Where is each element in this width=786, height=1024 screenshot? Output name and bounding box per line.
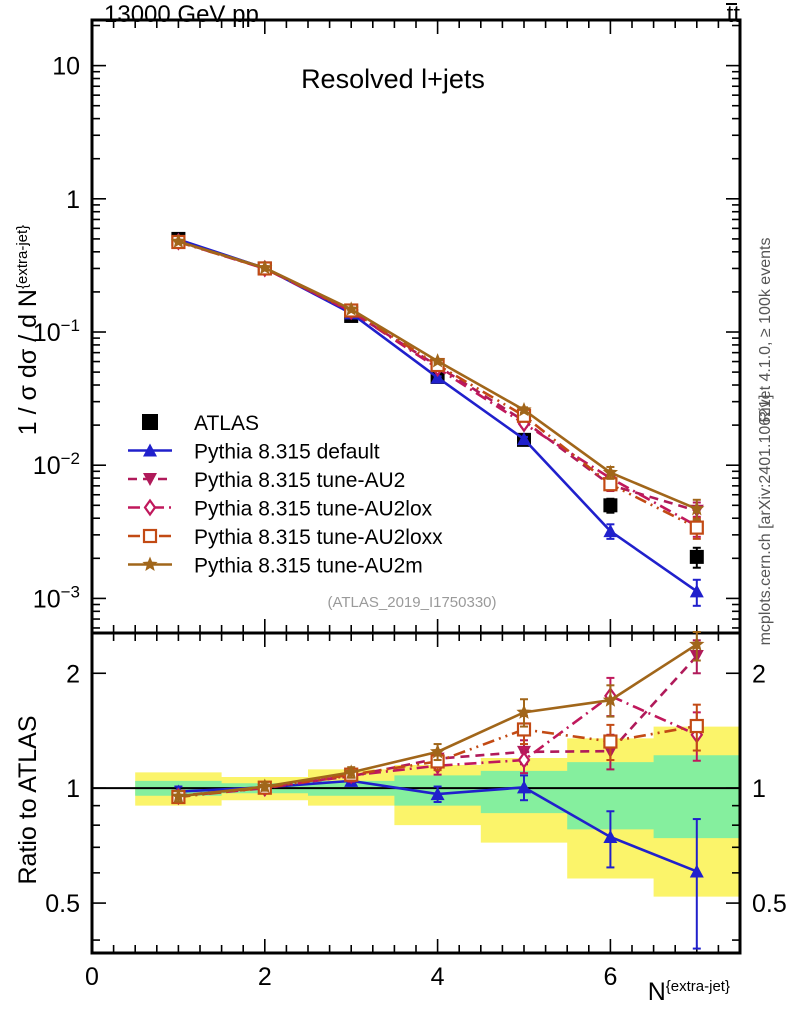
- ratio-ytick-label-right: 2: [752, 660, 766, 688]
- marker-square-open: [689, 520, 704, 535]
- main-ytick-label: 10: [52, 53, 80, 81]
- marker-triangle-up: [689, 584, 704, 598]
- process-label: tt: [726, 1, 740, 28]
- main-ytick-label: 10−3: [33, 582, 80, 613]
- marker-star: [429, 353, 446, 368]
- watermark-label: (ATLAS_2019_I1750330): [327, 594, 496, 611]
- main-ytick-label: 10−2: [33, 449, 80, 480]
- marker-star: [343, 764, 359, 779]
- legend-item-1[interactable]: Pythia 8.315 default: [128, 441, 380, 464]
- legend-item-0[interactable]: ATLAS: [142, 412, 259, 435]
- marker-triangle-up: [603, 829, 618, 843]
- svg-text:1 / σ dσ / d N{extra-jet}: 1 / σ dσ / d N{extra-jet}: [14, 225, 42, 435]
- marker-star: [257, 778, 273, 793]
- legend-label: Pythia 8.315 tune-AU2lox: [194, 498, 433, 521]
- legend-item-2[interactable]: Pythia 8.315 tune-AU2: [128, 469, 405, 492]
- marker-triangle-up: [603, 524, 618, 538]
- marker-triangle-down: [143, 473, 157, 486]
- legend-item-4[interactable]: Pythia 8.315 tune-AU2loxx: [128, 526, 443, 549]
- beam-energy-label: 13000 GeV pp: [104, 1, 259, 28]
- marker-star: [343, 301, 359, 316]
- panel-title: Resolved l+jets: [301, 64, 485, 94]
- marker-triangle-up: [143, 443, 157, 457]
- marker-star: [257, 259, 273, 275]
- marker-triangle-up: [517, 432, 531, 446]
- main-y-axis-title: 1 / σ dσ / d N{extra-jet}: [14, 225, 42, 435]
- marker-star: [170, 233, 187, 248]
- svg-text:1: 1: [66, 186, 80, 214]
- main-ytick-label: 10−1: [33, 316, 80, 347]
- svg-text:10−2: 10−2: [33, 449, 80, 480]
- marker-square-filled: [142, 414, 158, 430]
- ratio-series-pythia-8-315-tune-au2m: [170, 631, 705, 803]
- legend-label: Pythia 8.315 tune-AU2m: [194, 555, 423, 578]
- marker-square-open: [603, 477, 618, 492]
- ratio-ytick-label-right: 0.5: [752, 890, 786, 918]
- series-pythia-8-315-tune-au2m: [170, 233, 705, 521]
- legend: ATLAS Pythia 8.315 default Pythia 8.315 tu…: [128, 412, 443, 578]
- marker-star: [689, 636, 705, 651]
- marker-square-filled: [603, 498, 618, 513]
- legend-label: Pythia 8.315 tune-AU2: [194, 469, 405, 492]
- legend-label: Pythia 8.315 tune-AU2loxx: [194, 526, 443, 549]
- marker-square-open: [603, 734, 618, 749]
- main-panel: 10 1 10−1 10−2 10−3: [33, 18, 742, 635]
- svg-text:10−1: 10−1: [33, 316, 80, 347]
- svg-text:N{extra-jet}: N{extra-jet}: [648, 978, 730, 1006]
- marker-triangle-up: [430, 787, 445, 801]
- marker-diamond-open: [143, 498, 157, 517]
- xtick-label: 0: [85, 963, 99, 991]
- ratio-ytick-label-left: 2: [66, 660, 80, 688]
- marker-square-open: [142, 528, 158, 544]
- marker-star: [516, 401, 532, 417]
- xtick-label: 6: [603, 963, 617, 991]
- svg-text:10: 10: [52, 53, 80, 81]
- rivet-version-note: Rivet 4.1.0, ≥ 100k events: [757, 238, 774, 423]
- main-ytick-label: 1: [66, 186, 80, 214]
- ratio-panel-frame: [90, 631, 742, 955]
- xtick-label: 4: [431, 963, 445, 991]
- marker-star: [689, 500, 705, 516]
- marker-star: [602, 464, 619, 480]
- marker-star: [429, 743, 446, 759]
- mcplots-source-note: mcplots.cern.ch [arXiv:2401.10621]: [757, 395, 774, 646]
- marker-triangle-up: [517, 780, 531, 794]
- marker-star: [170, 788, 187, 803]
- svg-text:tt: tt: [727, 1, 741, 28]
- xtick-label: 2: [258, 963, 272, 991]
- ratio-y-axis-title: Ratio to ATLAS: [14, 715, 42, 884]
- ratio-ytick-label-left: 1: [66, 775, 80, 803]
- marker-diamond-open: [517, 751, 531, 769]
- legend-label: ATLAS: [194, 412, 259, 435]
- marker-triangle-up: [689, 864, 704, 878]
- svg-text:10−3: 10−3: [33, 582, 80, 613]
- marker-square-filled: [689, 549, 704, 564]
- ratio-ytick-label-left: 0.5: [45, 890, 80, 918]
- legend-item-3[interactable]: Pythia 8.315 tune-AU2lox: [128, 498, 433, 521]
- marker-star: [602, 692, 619, 707]
- ratio-panel: 2 2 1 1 0.5 0.5 0 2 4 6: [45, 631, 786, 991]
- ratio-ytick-label-right: 1: [752, 775, 766, 803]
- marker-star: [516, 704, 532, 719]
- marker-star: [142, 556, 158, 571]
- legend-item-5[interactable]: Pythia 8.315 tune-AU2m: [128, 555, 423, 578]
- x-axis-title: N{extra-jet}: [648, 978, 730, 1006]
- legend-label: Pythia 8.315 default: [194, 441, 380, 464]
- marker-square-open: [689, 718, 704, 734]
